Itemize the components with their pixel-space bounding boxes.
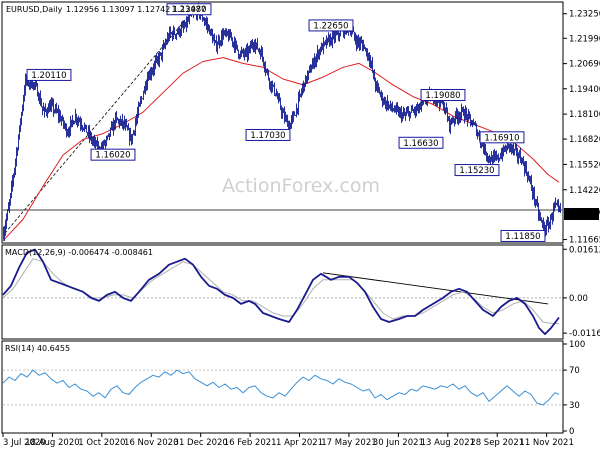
price-header: EURUSD,Daily 1.12956 1.13097 1.12742 1.1… bbox=[6, 5, 206, 14]
macd-tick-label: 0.00 bbox=[569, 294, 588, 304]
x-tick-label: 28 Sep 2021 bbox=[470, 438, 524, 448]
price-tick-label: 1.11665 bbox=[569, 236, 600, 246]
x-tick-label: 1 Oct 2020 bbox=[78, 438, 125, 448]
price-annotation: 1.15230 bbox=[454, 164, 500, 177]
price-tick-label: 1.23250 bbox=[569, 10, 600, 20]
rsi-tick-label: 70 bbox=[569, 366, 580, 376]
rsi-axis: 100 70 30 0 bbox=[563, 340, 585, 437]
last-price-label: 1.12977 bbox=[566, 210, 600, 220]
price-annotation: 1.17030 bbox=[245, 128, 291, 141]
macd-trendline bbox=[322, 272, 549, 305]
rsi-tick-label: 30 bbox=[569, 401, 580, 411]
x-tick-label: 17 May 2021 bbox=[321, 438, 376, 448]
annotation-box bbox=[420, 89, 466, 102]
x-tick-label: 3 Jul 2020 bbox=[3, 438, 46, 448]
rsi-levels bbox=[3, 369, 562, 406]
macd-panel: 0.016122 0.00 -0.011681 MACD(12,26,9) -0.0… bbox=[1, 244, 600, 340]
rsi-path bbox=[2, 369, 560, 406]
annotation-box bbox=[26, 68, 72, 81]
price-trendline bbox=[4, 10, 194, 234]
macd-axis: 0.016122 0.00 -0.011681 bbox=[563, 245, 600, 339]
annotation-label: 1.20110 bbox=[31, 71, 66, 81]
annotation-box bbox=[90, 148, 136, 161]
price-tick-label: 1.15520 bbox=[569, 160, 600, 170]
chart-title: EURUSD,Daily bbox=[6, 5, 63, 14]
trendline-segment bbox=[4, 10, 194, 234]
price-tick-label: 1.14220 bbox=[569, 186, 600, 196]
rsi-line bbox=[2, 369, 560, 406]
x-tick-label: 18 Aug 2020 bbox=[25, 438, 79, 448]
macd-line bbox=[2, 248, 560, 336]
annotation-box bbox=[479, 131, 525, 144]
price-annotation: 1.20110 bbox=[26, 68, 72, 81]
macd-tick-label: 0.016122 bbox=[569, 245, 600, 255]
x-tick-label: 31 Dec 2020 bbox=[174, 438, 228, 448]
x-tick-label: 1 Apr 2021 bbox=[276, 438, 323, 448]
annotation-label: 1.16630 bbox=[403, 139, 438, 149]
price-tick-label: 1.19400 bbox=[569, 85, 600, 95]
price-axis: 1.23250 1.21990 1.20690 1.19400 1.18100 1.168… bbox=[563, 10, 600, 246]
price-annotation: 1.11850 bbox=[500, 229, 546, 242]
x-tick-label: 30 Jun 2021 bbox=[373, 438, 424, 448]
annotation-box bbox=[398, 136, 444, 149]
rsi-tick-label: 100 bbox=[569, 340, 585, 350]
price-annotation: 1.23480 bbox=[166, 3, 212, 16]
ohlc-header: 1.12956 1.13097 1.12742 1.12977 bbox=[66, 5, 206, 14]
x-tick-label: 13 Aug 2021 bbox=[421, 438, 475, 448]
macd-tick-label: -0.011681 bbox=[569, 329, 600, 339]
watermark: ActionForex.com bbox=[222, 175, 380, 197]
price-candles bbox=[3, 2, 561, 242]
x-tick-label: 16 Feb 2021 bbox=[224, 438, 277, 448]
annotation-label: 1.17030 bbox=[250, 131, 285, 141]
price-annotation: 1.16910 bbox=[479, 131, 525, 144]
price-tick-label: 1.20690 bbox=[569, 60, 600, 70]
annotation-label: 1.22650 bbox=[313, 21, 348, 31]
rsi-panel: 100 70 30 0 RSI(14) 40.6455 bbox=[1, 340, 585, 437]
annotation-box bbox=[245, 128, 291, 141]
annotation-label: 1.23480 bbox=[171, 5, 206, 15]
rsi-title: RSI(14) 40.6455 bbox=[5, 344, 70, 353]
annotation-box bbox=[454, 164, 500, 177]
price-annotation: 1.16630 bbox=[398, 136, 444, 149]
x-tick-label: 11 Nov 2021 bbox=[519, 438, 573, 448]
annotation-box bbox=[308, 19, 354, 32]
macd-title: MACD(12,26,9) -0.006474 -0.008461 bbox=[5, 248, 153, 257]
price-tick-label: 1.18100 bbox=[569, 110, 600, 120]
annotation-label: 1.11850 bbox=[505, 232, 540, 242]
annotation-label: 1.15230 bbox=[459, 166, 494, 176]
price-annotations: 1.20110 1.23480 1.16020 1.17030 1.22650 1.190… bbox=[26, 3, 546, 242]
annotation-label: 1.19080 bbox=[425, 91, 460, 101]
annotation-label: 1.16910 bbox=[484, 133, 519, 143]
rsi-tick-label: 0 bbox=[569, 427, 574, 437]
price-tick-label: 1.21990 bbox=[569, 34, 600, 44]
x-tick-label: 16 Nov 2020 bbox=[124, 438, 178, 448]
price-annotation: 1.19080 bbox=[420, 89, 466, 102]
annotation-label: 1.16020 bbox=[95, 151, 130, 161]
last-price-badge bbox=[564, 207, 599, 220]
price-tick-label: 1.16820 bbox=[569, 135, 600, 145]
price-annotation: 1.16020 bbox=[90, 148, 136, 161]
macd-trendline-segment bbox=[322, 272, 549, 305]
annotation-box bbox=[166, 3, 212, 16]
macd-path bbox=[2, 248, 560, 336]
price-panel: ActionForex.com 1.20110 1.23480 1.16020 1.1… bbox=[1, 1, 600, 246]
annotation-box bbox=[500, 229, 546, 242]
price-annotation: 1.22650 bbox=[308, 19, 354, 32]
